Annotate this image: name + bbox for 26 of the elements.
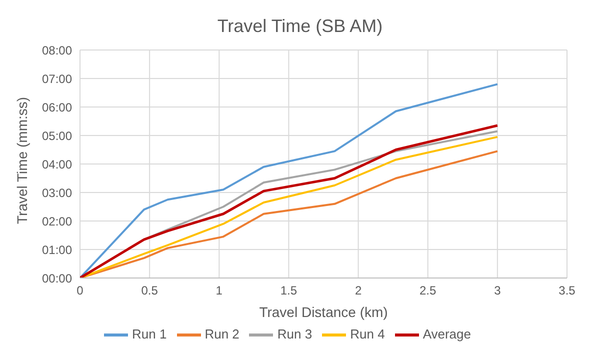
y-axis-title: Travel Time (mm:ss) [14, 96, 30, 224]
x-tick-label: 0.5 [141, 284, 158, 298]
x-tick-label: 2 [354, 284, 362, 298]
y-tick-label: 04:00 [42, 157, 72, 172]
line-series [80, 83, 498, 278]
x-tick-label: 1 [216, 284, 223, 298]
y-tick-label: 01:00 [42, 242, 72, 257]
y-tick-label: 02:00 [42, 214, 72, 228]
x-tick-label: 1.5 [280, 284, 298, 298]
x-tick-label: 3.5 [558, 284, 576, 298]
y-tick-label: 03:00 [42, 186, 72, 200]
legend-label: Run 1 [132, 326, 167, 342]
y-tick-label: 07:00 [42, 72, 72, 86]
legend-label: Average [422, 326, 471, 342]
x-tick-label: 0 [76, 284, 84, 298]
y-tick-label: 06:00 [42, 100, 72, 114]
chart-title: Travel Time (SB AM) [217, 16, 383, 36]
y-tick-label: 05:00 [42, 128, 72, 143]
x-tick-label: 3 [494, 284, 502, 298]
legend-label: Run 3 [277, 326, 312, 342]
legend-label: Run 4 [350, 326, 385, 342]
x-tick-label: 2.5 [420, 284, 437, 298]
y-tick-label: 00:00 [42, 271, 72, 286]
y-tick-label: 08:00 [42, 43, 72, 58]
legend-label: Run 2 [204, 326, 240, 342]
x-axis-title: Travel Distance (km) [259, 304, 388, 320]
